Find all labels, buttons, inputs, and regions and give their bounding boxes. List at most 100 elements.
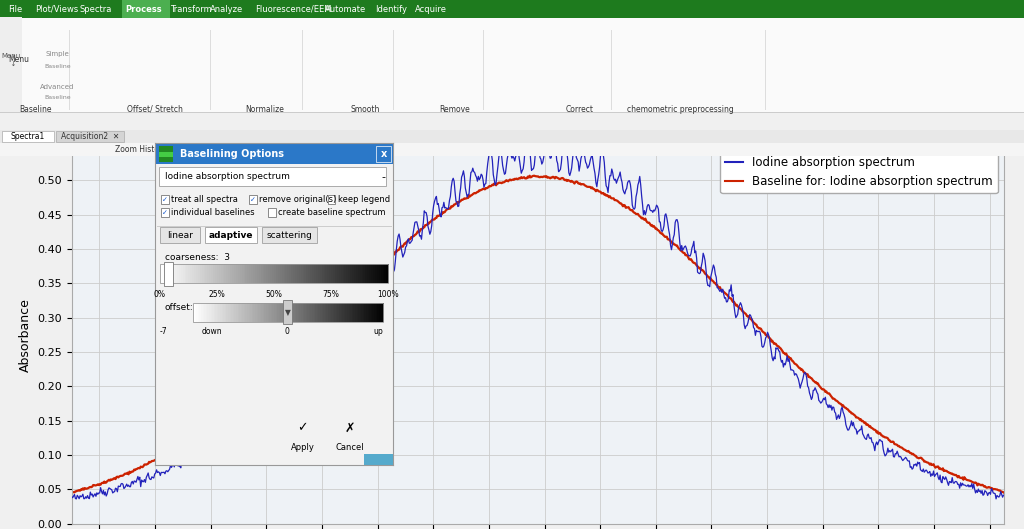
Bar xyxy=(368,303,370,322)
Text: Plot/Views: Plot/Views xyxy=(35,5,78,14)
Bar xyxy=(206,264,208,283)
Text: Acquire: Acquire xyxy=(415,5,447,14)
Bar xyxy=(278,303,280,322)
Text: -: - xyxy=(382,172,385,182)
Bar xyxy=(322,264,324,283)
Bar xyxy=(373,303,375,322)
Bar xyxy=(376,303,378,322)
Text: Spectra: Spectra xyxy=(80,5,113,14)
Bar xyxy=(322,303,324,322)
Text: x: x xyxy=(380,149,387,159)
Bar xyxy=(161,195,169,204)
Bar xyxy=(365,454,393,465)
Bar xyxy=(275,264,279,283)
Bar xyxy=(167,264,170,283)
Bar xyxy=(315,303,317,322)
Bar xyxy=(258,303,260,322)
Bar xyxy=(262,227,316,243)
Text: Spectra1: Spectra1 xyxy=(11,132,45,141)
Bar xyxy=(205,227,257,243)
Bar xyxy=(260,303,262,322)
Text: Process: Process xyxy=(125,5,162,14)
Bar xyxy=(200,264,202,283)
Bar xyxy=(315,264,318,283)
Y-axis label: Absorbance: Absorbance xyxy=(18,298,32,372)
Text: treat all spectra: treat all spectra xyxy=(171,196,238,205)
Text: scattering: scattering xyxy=(266,231,312,240)
Bar xyxy=(166,264,168,283)
Bar xyxy=(285,303,287,322)
Text: Normalize: Normalize xyxy=(246,105,285,114)
Bar xyxy=(355,303,357,322)
Bar xyxy=(338,303,340,322)
Bar xyxy=(304,303,306,322)
Bar xyxy=(194,303,196,322)
Bar xyxy=(293,303,295,322)
Bar xyxy=(296,303,298,322)
Bar xyxy=(319,264,323,283)
Bar xyxy=(232,264,234,283)
Bar xyxy=(269,303,271,322)
Bar xyxy=(268,264,270,283)
Bar xyxy=(211,264,214,283)
Bar xyxy=(327,303,329,322)
Bar xyxy=(384,264,387,283)
Bar xyxy=(264,264,267,283)
Text: Baselining Options: Baselining Options xyxy=(180,149,284,159)
Bar xyxy=(173,264,175,283)
Bar xyxy=(248,264,250,283)
Text: 50%: 50% xyxy=(265,289,283,298)
Bar xyxy=(366,264,368,283)
Bar xyxy=(266,303,268,322)
Bar xyxy=(155,143,393,164)
Bar xyxy=(330,264,332,283)
Bar xyxy=(0,18,1024,112)
Bar xyxy=(261,303,263,322)
Bar xyxy=(211,303,213,322)
Bar xyxy=(343,264,345,283)
Bar xyxy=(184,264,187,283)
Bar xyxy=(217,303,219,322)
Bar xyxy=(339,303,341,322)
Bar xyxy=(342,303,344,322)
Text: Advanced: Advanced xyxy=(40,84,75,90)
Bar xyxy=(341,264,343,283)
Bar xyxy=(379,264,381,283)
Bar xyxy=(278,264,281,283)
Bar xyxy=(284,264,286,283)
Bar xyxy=(257,303,259,322)
Bar xyxy=(306,264,309,283)
Bar xyxy=(350,303,352,322)
Bar xyxy=(298,303,300,322)
Bar xyxy=(257,264,259,283)
Bar xyxy=(202,264,204,283)
Bar xyxy=(223,303,225,322)
Bar xyxy=(280,264,282,283)
Bar xyxy=(186,264,188,283)
Bar xyxy=(377,264,379,283)
Bar xyxy=(344,303,346,322)
Bar xyxy=(353,303,355,322)
Text: individual baselines: individual baselines xyxy=(171,208,255,217)
Bar xyxy=(251,264,254,283)
Bar xyxy=(212,303,214,322)
Bar xyxy=(328,303,330,322)
Bar xyxy=(159,167,386,186)
Bar xyxy=(377,146,390,162)
Bar xyxy=(236,264,239,283)
Bar xyxy=(246,264,248,283)
Text: keep legend: keep legend xyxy=(338,196,390,205)
Bar xyxy=(197,303,199,322)
Bar xyxy=(386,264,389,283)
Bar xyxy=(275,303,278,322)
Bar xyxy=(293,264,295,283)
Bar xyxy=(352,303,354,322)
Bar xyxy=(226,303,228,322)
Bar xyxy=(231,303,233,322)
Bar xyxy=(198,303,200,322)
Bar xyxy=(241,303,243,322)
Bar xyxy=(347,303,349,322)
Bar xyxy=(365,303,367,322)
Bar xyxy=(226,264,228,283)
Bar xyxy=(234,264,237,283)
